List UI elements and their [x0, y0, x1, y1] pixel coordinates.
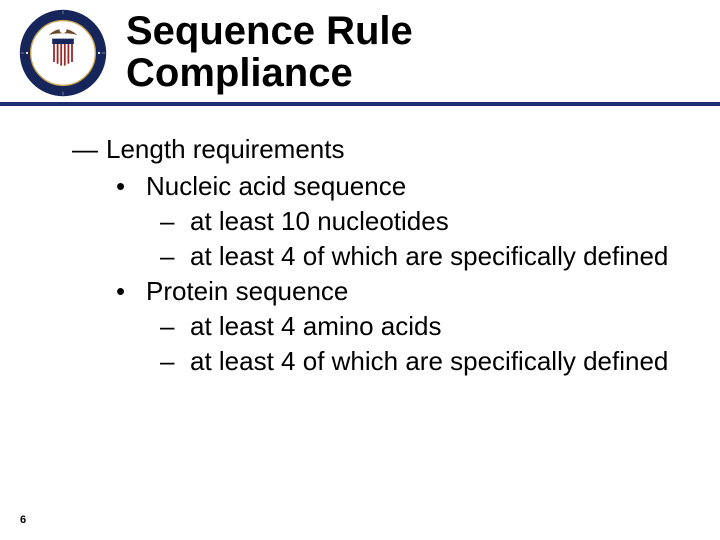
- bullet-level2: • Nucleic acid sequence: [116, 171, 680, 202]
- slide-header: Sequence Rule Compliance: [0, 0, 720, 98]
- uspto-seal-icon: [18, 8, 108, 98]
- bullet-marker-dash-icon: —: [72, 134, 106, 165]
- bullet-level3: – at least 10 nucleotides: [160, 206, 680, 237]
- bullet-text: at least 10 nucleotides: [190, 206, 449, 237]
- bullet-marker-endash-icon: –: [160, 346, 190, 377]
- slide-title: Sequence Rule Compliance: [126, 10, 413, 94]
- bullet-text: Nucleic acid sequence: [146, 171, 406, 202]
- bullet-marker-dot-icon: •: [116, 276, 146, 307]
- title-line-1: Sequence Rule: [126, 9, 413, 53]
- bullet-level3: – at least 4 of which are specifically d…: [160, 346, 680, 377]
- bullet-level3: – at least 4 amino acids: [160, 311, 680, 342]
- bullet-level2: • Protein sequence: [116, 276, 680, 307]
- bullet-marker-endash-icon: –: [160, 241, 190, 272]
- bullet-marker-endash-icon: –: [160, 206, 190, 237]
- page-number: 6: [20, 514, 26, 526]
- bullet-marker-endash-icon: –: [160, 311, 190, 342]
- bullet-level1: — Length requirements: [72, 134, 680, 165]
- bullet-marker-dot-icon: •: [116, 171, 146, 202]
- bullet-text: at least 4 of which are specifically def…: [190, 241, 668, 272]
- bullet-text: at least 4 of which are specifically def…: [190, 346, 668, 377]
- bullet-level3: – at least 4 of which are specifically d…: [160, 241, 680, 272]
- bullet-text: Protein sequence: [146, 276, 348, 307]
- bullet-text: at least 4 amino acids: [190, 311, 441, 342]
- slide-body: — Length requirements • Nucleic acid seq…: [0, 106, 720, 377]
- title-line-2: Compliance: [126, 51, 353, 95]
- bullet-text: Length requirements: [106, 134, 344, 165]
